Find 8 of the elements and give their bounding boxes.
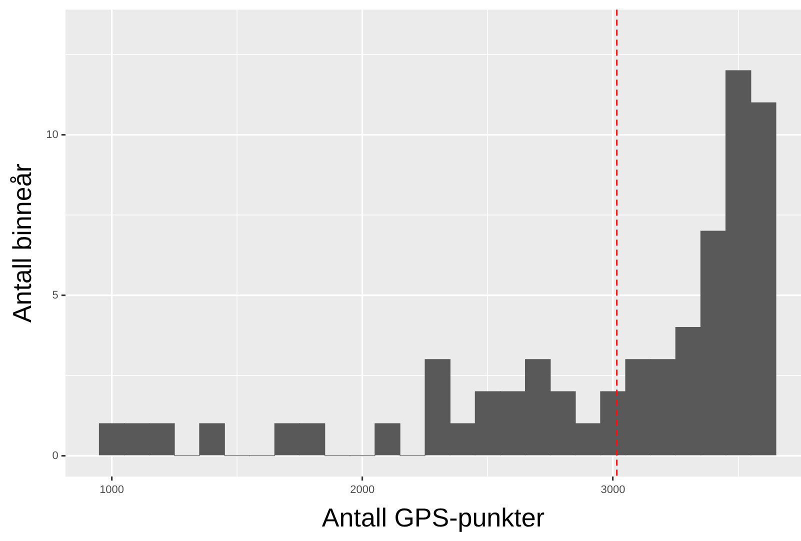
x-tick-label: 2000 [350, 484, 375, 496]
x-tick-label: 3000 [600, 484, 626, 496]
y-tick-label: 5 [52, 289, 58, 302]
x-tick-label: 1000 [100, 484, 124, 496]
y-tick-label: 10 [46, 128, 58, 141]
y-axis-title: Antall binneår [6, 163, 37, 323]
y-tick-label: 0 [52, 450, 58, 462]
x-axis-title: Antall GPS-punkter [322, 502, 545, 533]
